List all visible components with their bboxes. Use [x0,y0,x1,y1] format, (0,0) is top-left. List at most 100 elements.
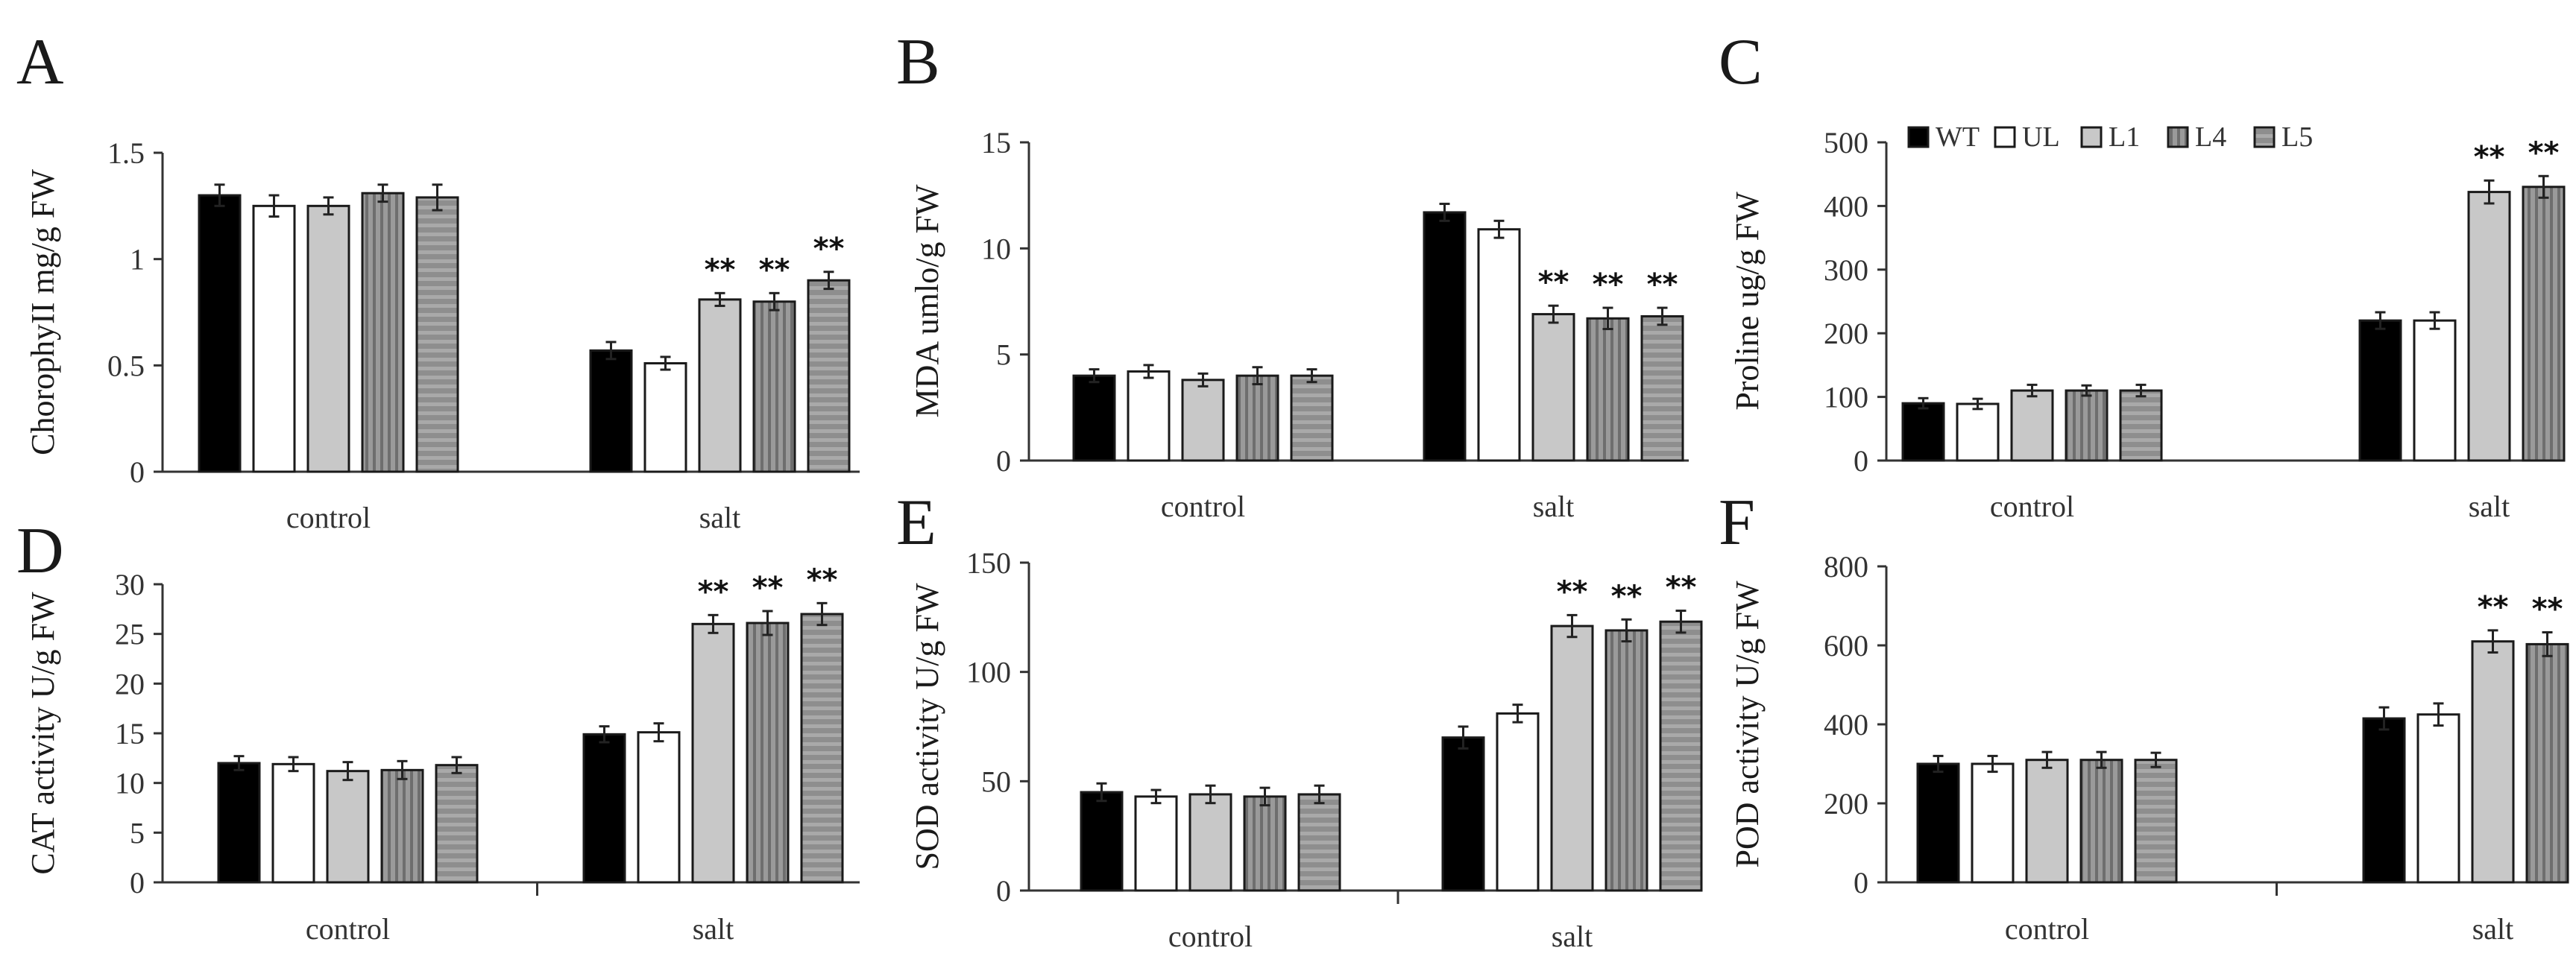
x-category-label-salt: salt [1552,920,1593,953]
significance-label: ** [759,253,790,287]
legend-swatch-l1 [2080,126,2103,148]
bar-ul-control [1127,370,1171,462]
y-tick-label: 0 [1854,444,1868,478]
panel-b: B MDA umlo/g FW 0 5 10 15 control ** ** ** salt [896,26,1689,523]
x-category-label-control: control [1168,920,1253,953]
x-category-label-control: control [1990,490,2074,523]
panel-a: A ChorophyII mg/g FW 0 0.5 1 1.5 control ** ** **… [16,26,860,534]
bar-l5-salt [800,613,844,884]
bar-l5-control [435,764,479,884]
bar-wt-control [1072,374,1116,462]
bar-l4-salt [2525,642,2569,884]
bar-ul-salt [1496,712,1540,892]
bar-ul-control [252,204,296,473]
legend: WT UL L1 L4 L5 [1907,121,2313,153]
bar-l1-control [2010,389,2054,462]
bar-l4-control [1235,374,1279,462]
significance-label: ** [752,571,784,605]
bar-l4-salt [1605,629,1648,892]
bar-wt-salt [2358,319,2402,462]
x-category-label-salt: salt [693,912,734,946]
y-tick-label: 0 [130,866,145,899]
panel-letter: C [1719,26,1763,98]
y-tick-label: 300 [1824,253,1868,287]
y-tick-label: 20 [115,667,145,701]
y-tick-label: 1.5 [107,136,145,170]
bar-l5-salt [1640,314,1684,462]
x-category-label-salt: salt [699,501,741,534]
panel-letter: A [16,26,64,98]
bar-l4-control [380,768,424,884]
bar-l5-control [1290,374,1334,462]
bar-l1-salt [698,298,742,473]
y-tick-label: 100 [1824,381,1868,414]
x-category-label-salt: salt [2469,490,2510,523]
x-category-label-control: control [286,501,371,534]
bar-l5-control [2119,389,2163,462]
y-tick-label: 150 [966,546,1011,580]
x-category-label-control: control [1161,490,1245,523]
x-category-label-salt: salt [1533,490,1575,523]
bar-l4-control [1243,795,1287,892]
y-tick-label: 15 [981,126,1011,159]
significance-label: ** [698,575,729,609]
significance-label: ** [1647,268,1678,302]
significance-label: ** [1538,265,1569,300]
bar-l1-salt [691,622,735,884]
legend-label-l4: L4 [2195,121,2226,153]
y-tick-label: 1 [130,243,145,276]
bar-wt-control [1901,402,1945,462]
bar-wt-control [198,194,242,473]
bar-l4-control [2079,759,2123,884]
legend-swatch-wt [1907,126,1930,148]
y-tick-label: 5 [130,816,145,850]
panel-c: C Proline ug/g FW 0 100 200 300 400 500 control *… [1719,26,2566,523]
bar-l1-control [1188,793,1232,892]
bar-ul-salt [1477,228,1521,462]
y-tick-label: 0 [1854,866,1868,899]
bar-l5-salt [1659,620,1703,892]
panel-letter: E [896,487,936,559]
significance-label: ** [705,253,736,287]
significance-label: ** [1666,571,1697,605]
significance-label: ** [2474,140,2505,174]
legend-label-wt: WT [1936,121,1980,153]
y-tick-label: 25 [115,618,145,651]
x-category-label-control: control [306,912,390,946]
bar-ul-salt [2416,713,2460,884]
y-axis-label: Proline ug/g FW [1729,192,1766,411]
significance-label: ** [1557,575,1588,609]
bar-ul-control [271,762,315,884]
bar-l5-control [415,196,459,473]
legend-label-l5: L5 [2281,121,2313,153]
bar-l4-salt [2522,186,2566,462]
y-tick-label: 30 [115,568,145,601]
y-axis-label: SOD activity U/g FW [909,583,945,870]
bar-l1-control [1181,379,1225,462]
y-tick-label: 400 [1824,189,1868,223]
bar-l5-control [2134,759,2178,884]
bar-l1-control [326,770,370,884]
bar-wt-salt [1441,736,1485,892]
bar-l5-salt [807,279,851,473]
bar-wt-control [217,762,261,884]
bar-ul-salt [2413,319,2457,462]
bar-l4-salt [1586,317,1630,462]
x-category-label-salt: salt [2472,912,2514,946]
bar-wt-salt [2362,717,2406,884]
panel-e: E SOD activity U/g FW 0 50 100 150 control ** **… [896,487,1703,953]
significance-label: ** [807,563,838,597]
significance-label: ** [2478,590,2509,624]
y-tick-label: 0.5 [107,349,145,382]
y-tick-label: 5 [996,338,1011,372]
bar-wt-control [1916,762,1960,884]
y-tick-label: 15 [115,717,145,750]
y-tick-label: 0 [996,874,1011,908]
bar-l1-salt [1531,313,1575,462]
panel-letter: F [1719,487,1755,559]
bar-l1-salt [2467,191,2511,462]
panel-f: F POD activity U/g FW 0 200 400 600 800 control… [1719,487,2569,946]
significance-label: ** [2532,592,2563,627]
bar-ul-control [1134,795,1178,892]
